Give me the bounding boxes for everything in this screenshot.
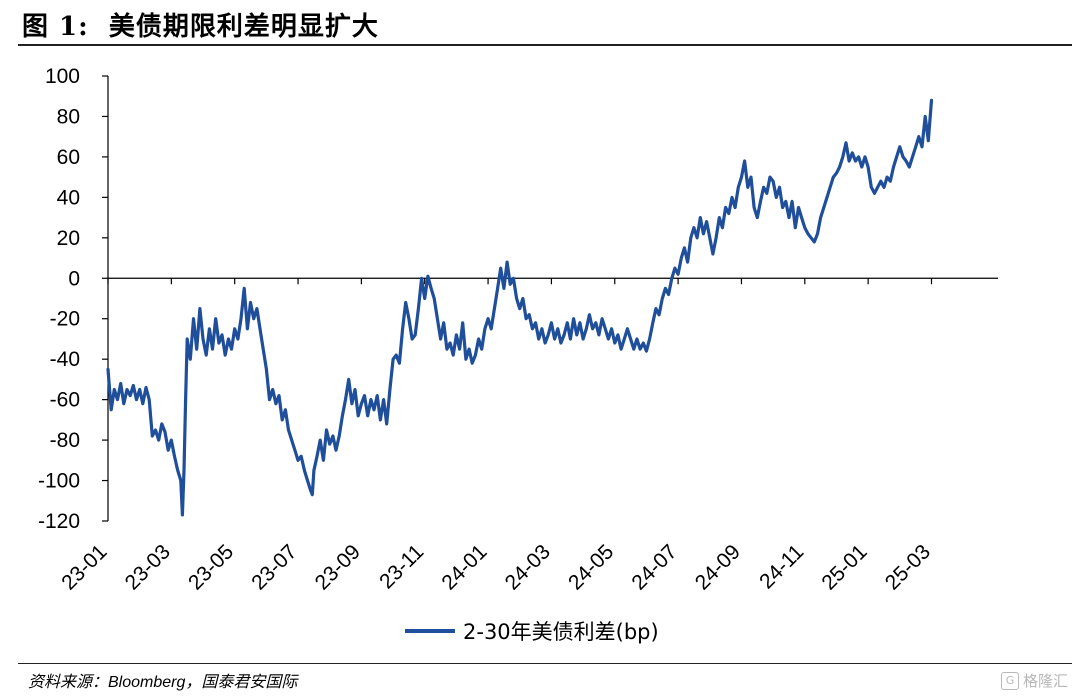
watermark-text: 格隆汇 — [1022, 672, 1068, 690]
x-tick-label: 24-01 — [437, 540, 491, 594]
x-tick-label: 23-11 — [375, 540, 428, 593]
legend-label: 2-30年美债利差(bp) — [463, 620, 659, 644]
y-tick-label: 100 — [45, 65, 80, 88]
x-tick-label: 23-03 — [121, 540, 175, 594]
y-tick-label: 60 — [57, 146, 80, 169]
y-axis: -120 -100 -80 -60 -40 -20 0 20 40 60 80 100 — [38, 65, 109, 533]
x-tick-label: 24-07 — [627, 540, 681, 594]
watermark: G 格隆汇 — [1000, 670, 1068, 691]
footer-divider — [18, 663, 1072, 664]
x-tick-label: 23-09 — [311, 540, 365, 594]
source-note: 资料来源：Bloomberg，国泰君安国际 — [28, 674, 298, 691]
x-tick-label: 25-03 — [881, 540, 935, 594]
y-tick-label: 20 — [57, 227, 80, 250]
y-tick-label: -20 — [50, 308, 80, 331]
series-line-0 — [106, 98, 934, 517]
y-tick-label: -80 — [50, 429, 80, 452]
x-tick-label: 25-01 — [817, 540, 871, 594]
x-tick-label: 23-05 — [184, 540, 238, 594]
x-tick-label: 24-03 — [501, 540, 555, 594]
y-tick-label: -40 — [50, 348, 80, 371]
y-tick-label: 40 — [57, 186, 80, 209]
x-tick-label: 23-07 — [247, 540, 301, 594]
title-divider — [18, 44, 1072, 46]
y-tick-label: 80 — [57, 105, 80, 128]
figure-title: 图 1: 美债期限利差明显扩大 — [22, 6, 379, 42]
figure-title-text: 美债期限利差明显扩大 — [108, 12, 379, 42]
x-tick-label: 24-11 — [755, 540, 808, 593]
x-tick-label: 23-01 — [57, 540, 111, 594]
y-tick-label: -60 — [50, 389, 80, 412]
legend: 2-30年美债利差(bp) — [405, 620, 659, 644]
y-tick-label: -100 — [38, 470, 80, 493]
figure-label: 图 1: — [22, 12, 89, 42]
series-layer — [106, 98, 934, 517]
x-tick-label: 24-05 — [564, 540, 618, 594]
watermark-logo-icon: G — [1000, 671, 1019, 690]
y-tick-label: -120 — [38, 510, 80, 533]
x-tick-label: 24-09 — [691, 540, 745, 594]
y-tick-label: 0 — [68, 267, 80, 290]
